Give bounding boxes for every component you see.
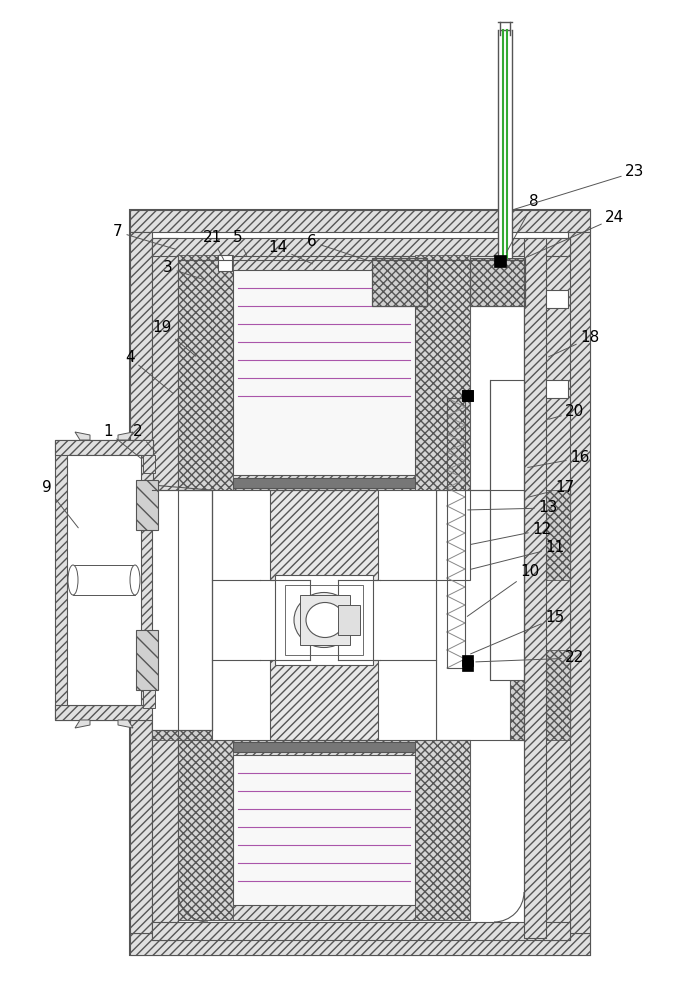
Bar [233,478,415,488]
Bar [178,740,470,920]
Polygon shape [138,635,210,685]
Polygon shape [118,720,133,728]
Bar [143,455,155,473]
Bar [152,490,212,580]
Polygon shape [75,720,90,728]
Bar [415,740,470,920]
Bar [490,380,524,680]
Bar [178,255,233,490]
Bar [178,255,470,490]
Polygon shape [75,432,90,440]
Text: 7: 7 [113,225,175,249]
Bar [447,398,465,668]
Bar [510,490,570,740]
Bar [130,232,152,933]
Text: 24: 24 [528,211,624,257]
Bar [212,490,436,740]
Ellipse shape [294,592,354,648]
Text: 13: 13 [468,500,558,516]
Bar [546,380,568,398]
Bar [300,595,350,645]
Bar [130,210,590,232]
Text: 15: 15 [471,610,565,654]
Polygon shape [178,260,524,580]
Text: 10: 10 [467,564,539,616]
Bar [338,605,360,635]
Bar [178,740,233,920]
Bar [510,650,570,740]
Bar [462,660,473,671]
Ellipse shape [68,565,78,595]
Bar [152,238,570,256]
Bar [152,490,212,730]
Bar [55,440,153,720]
Bar [152,650,212,740]
Bar [67,455,141,705]
Bar [136,480,158,530]
Bar [212,490,436,740]
Bar [233,755,415,905]
Text: 20: 20 [549,404,584,420]
Text: 18: 18 [548,330,600,357]
Polygon shape [138,485,210,525]
Bar [233,270,415,475]
Bar [275,575,373,665]
Bar [152,238,178,940]
Bar [73,565,135,595]
Text: 19: 19 [153,320,196,356]
Bar [462,655,473,666]
Text: 4: 4 [125,351,173,393]
Text: 11: 11 [471,540,565,569]
Bar [130,210,590,955]
Bar [524,238,546,938]
Bar [152,922,570,940]
Bar [544,238,570,940]
Bar [510,490,570,580]
Text: 17: 17 [528,481,575,497]
Bar [494,255,506,267]
Text: 1: 1 [104,424,141,458]
Bar [270,490,378,580]
Text: 9: 9 [42,481,78,528]
Bar [498,30,512,258]
Polygon shape [118,432,133,440]
Bar [568,232,590,933]
Text: 21: 21 [202,231,223,260]
Text: 14: 14 [268,240,313,264]
Text: 5: 5 [233,231,247,256]
Text: 12: 12 [471,522,552,544]
Ellipse shape [130,565,140,595]
Text: 22: 22 [476,650,584,666]
Bar [55,705,153,720]
Bar [218,255,232,271]
Bar [130,933,590,955]
Bar [136,630,158,690]
Bar [462,390,473,401]
Bar [470,258,525,306]
Ellipse shape [306,602,344,638]
Bar [546,290,568,308]
Bar [143,690,155,708]
Bar [152,490,212,740]
Bar [233,742,415,752]
Bar [462,390,473,401]
Bar [55,440,153,455]
Bar [270,660,378,740]
Bar [415,255,470,490]
Bar [285,585,363,655]
Text: 3: 3 [163,260,202,279]
Text: 6: 6 [307,234,369,261]
Text: 2: 2 [133,424,156,453]
Bar [372,258,427,306]
Text: 16: 16 [528,450,590,468]
Text: 23: 23 [515,164,645,209]
Text: 8: 8 [507,194,539,253]
